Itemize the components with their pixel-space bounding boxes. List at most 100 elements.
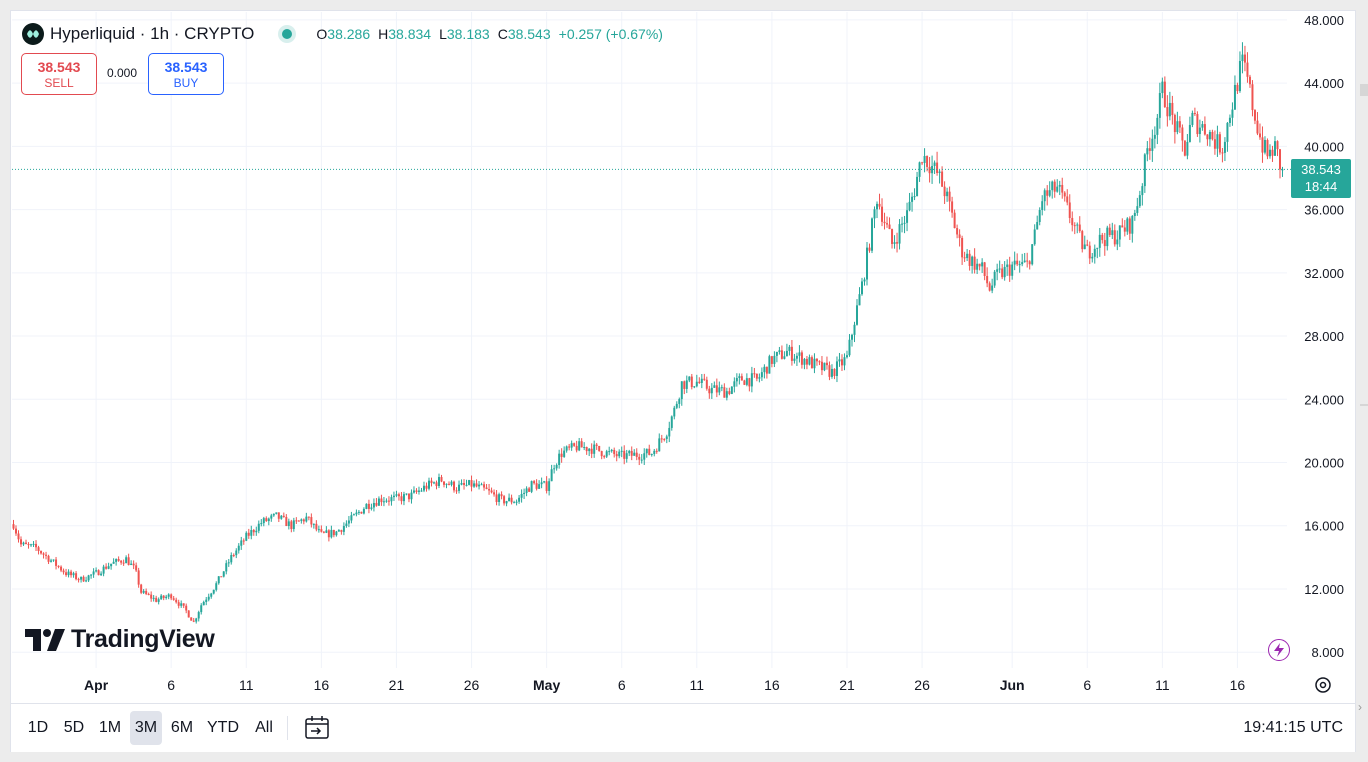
lightning-icon[interactable]	[1268, 639, 1290, 661]
candle-up	[730, 386, 733, 394]
candle-up	[583, 447, 586, 449]
candle-up	[998, 268, 1001, 270]
candle-down	[623, 450, 626, 459]
candle-up	[480, 484, 483, 486]
candle-down	[1163, 81, 1166, 108]
scale-edge-marker	[1360, 84, 1368, 96]
range-button-5d[interactable]: 5D	[63, 719, 85, 736]
candle-up	[843, 357, 846, 366]
candle-up	[335, 531, 338, 536]
price-tick-label: 32.000	[1304, 266, 1344, 281]
candle-up	[255, 530, 258, 533]
candle-down	[1016, 260, 1019, 265]
symbol-title[interactable]: Hyperliquid · 1h · CRYPTO	[50, 24, 255, 43]
price-tick-label: 8.000	[1311, 645, 1344, 660]
candle-up	[102, 566, 105, 574]
candle-up	[855, 305, 858, 325]
candle-up	[465, 484, 468, 486]
candle-down	[958, 234, 961, 238]
candle-up	[901, 223, 904, 225]
gear-icon[interactable]	[1313, 675, 1333, 695]
candle-down	[132, 563, 135, 566]
candle-down	[150, 594, 153, 599]
candle-up	[370, 507, 373, 509]
candle-down	[488, 489, 491, 491]
candle-up	[287, 521, 290, 527]
buy-button[interactable]: 38.543 BUY	[148, 53, 224, 95]
candle-down	[295, 520, 298, 522]
candle-down	[963, 257, 966, 259]
candle-down	[407, 493, 410, 500]
candle-down	[503, 496, 506, 504]
utc-clock[interactable]: 19:41:15 UTC	[1243, 719, 1343, 736]
high-label: H	[378, 26, 389, 42]
sell-price: 38.543	[37, 58, 81, 75]
time-tick-label: 21	[839, 677, 855, 693]
candle-down	[988, 283, 991, 291]
last-price-label: 38.543 18:44	[1291, 159, 1351, 199]
candle-up	[633, 452, 636, 456]
range-button-3m[interactable]: 3M	[130, 711, 162, 745]
candle-down	[453, 481, 456, 491]
candle-down	[397, 494, 400, 497]
candle-up	[1158, 93, 1161, 118]
candle-up	[665, 436, 668, 439]
candle-down	[973, 256, 976, 270]
candle-up	[202, 601, 205, 606]
candle-down	[1203, 124, 1206, 135]
candle-up	[217, 576, 220, 584]
candle-up	[125, 557, 128, 564]
candle-down	[1071, 217, 1074, 226]
candle-up	[280, 515, 283, 519]
range-button-ytd[interactable]: YTD	[207, 719, 239, 736]
candle-up	[1021, 262, 1024, 265]
range-button-all[interactable]: All	[255, 719, 273, 736]
candle-up	[745, 378, 748, 385]
watermark-text: TradingView	[71, 625, 215, 653]
high-value: 38.834	[388, 26, 432, 42]
range-button-1d[interactable]: 1D	[27, 719, 49, 736]
candle-down	[77, 579, 80, 581]
candle-up	[1041, 201, 1044, 211]
candle-down	[815, 358, 818, 362]
candle-up	[142, 590, 145, 593]
time-tick-label: Jun	[1000, 677, 1025, 693]
candle-down	[1028, 261, 1031, 265]
tradingview-watermark[interactable]: TradingView	[25, 625, 215, 654]
candle-down	[1108, 227, 1111, 236]
time-tick-label: 21	[389, 677, 405, 693]
candle-up	[347, 520, 350, 524]
candle-down	[956, 228, 959, 235]
candle-down	[380, 498, 383, 503]
candle-up	[835, 361, 838, 376]
candle-up	[458, 484, 461, 491]
candle-down	[968, 253, 971, 266]
candle-down	[448, 483, 451, 485]
candle-down	[1046, 190, 1049, 196]
candle-up	[385, 500, 388, 502]
candle-up	[675, 403, 678, 408]
candle-up	[658, 438, 661, 452]
candle-down	[573, 443, 576, 446]
calendar-goto-icon[interactable]	[302, 713, 332, 743]
candle-up	[305, 516, 308, 522]
sell-button[interactable]: 38.543 SELL	[21, 53, 97, 95]
candle-down	[430, 480, 433, 484]
candle-up	[110, 563, 113, 567]
candle-up	[873, 209, 876, 219]
scroll-right-icon[interactable]: ›	[1358, 700, 1362, 714]
candle-up	[330, 529, 333, 538]
last-price-value: 38.543	[1301, 162, 1341, 178]
range-button-1m[interactable]: 1M	[98, 719, 122, 736]
candle-up	[1263, 139, 1266, 153]
candle-up	[1096, 247, 1099, 249]
candle-up	[100, 573, 103, 576]
candle-up	[903, 222, 906, 224]
candle-up	[838, 359, 841, 362]
candle-up	[1146, 148, 1149, 155]
candle-down	[470, 480, 473, 487]
range-button-6m[interactable]: 6M	[170, 719, 194, 736]
candle-up	[473, 483, 476, 487]
candle-up	[1231, 109, 1234, 118]
